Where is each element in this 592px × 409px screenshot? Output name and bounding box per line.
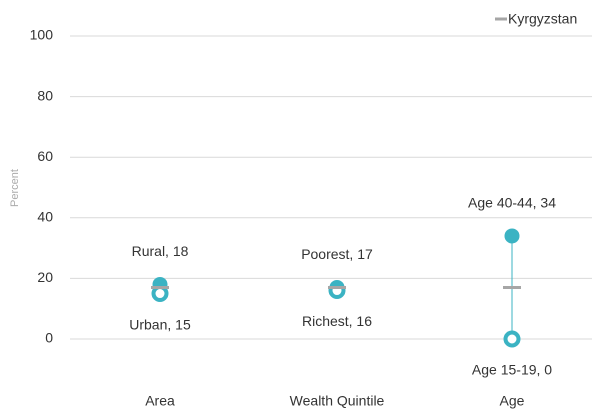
high-point xyxy=(504,228,520,244)
y-tick-label: 20 xyxy=(37,269,53,285)
data-label: Richest, 16 xyxy=(302,313,372,329)
data-label: Urban, 15 xyxy=(129,316,191,332)
data-label: Age 40-44, 34 xyxy=(468,195,556,211)
y-tick-label: 100 xyxy=(30,27,54,43)
data-label: Poorest, 17 xyxy=(301,246,373,262)
y-tick-label: 0 xyxy=(45,330,53,346)
y-tick-label: 80 xyxy=(37,87,53,103)
legend-label: Kyrgyzstan xyxy=(508,11,577,27)
x-tick-label: Wealth Quintile xyxy=(290,393,385,409)
x-tick-label: Area xyxy=(145,393,175,409)
y-tick-label: 60 xyxy=(37,148,53,164)
low-point xyxy=(151,285,169,303)
data-label: Rural, 18 xyxy=(132,243,189,259)
y-tick-label: 40 xyxy=(37,209,53,225)
low-point xyxy=(328,282,346,300)
data-label: Age 15-19, 0 xyxy=(472,362,552,378)
x-tick-label: Age xyxy=(500,393,525,409)
y-axis-label: Percent xyxy=(9,169,21,207)
low-point xyxy=(503,330,521,348)
